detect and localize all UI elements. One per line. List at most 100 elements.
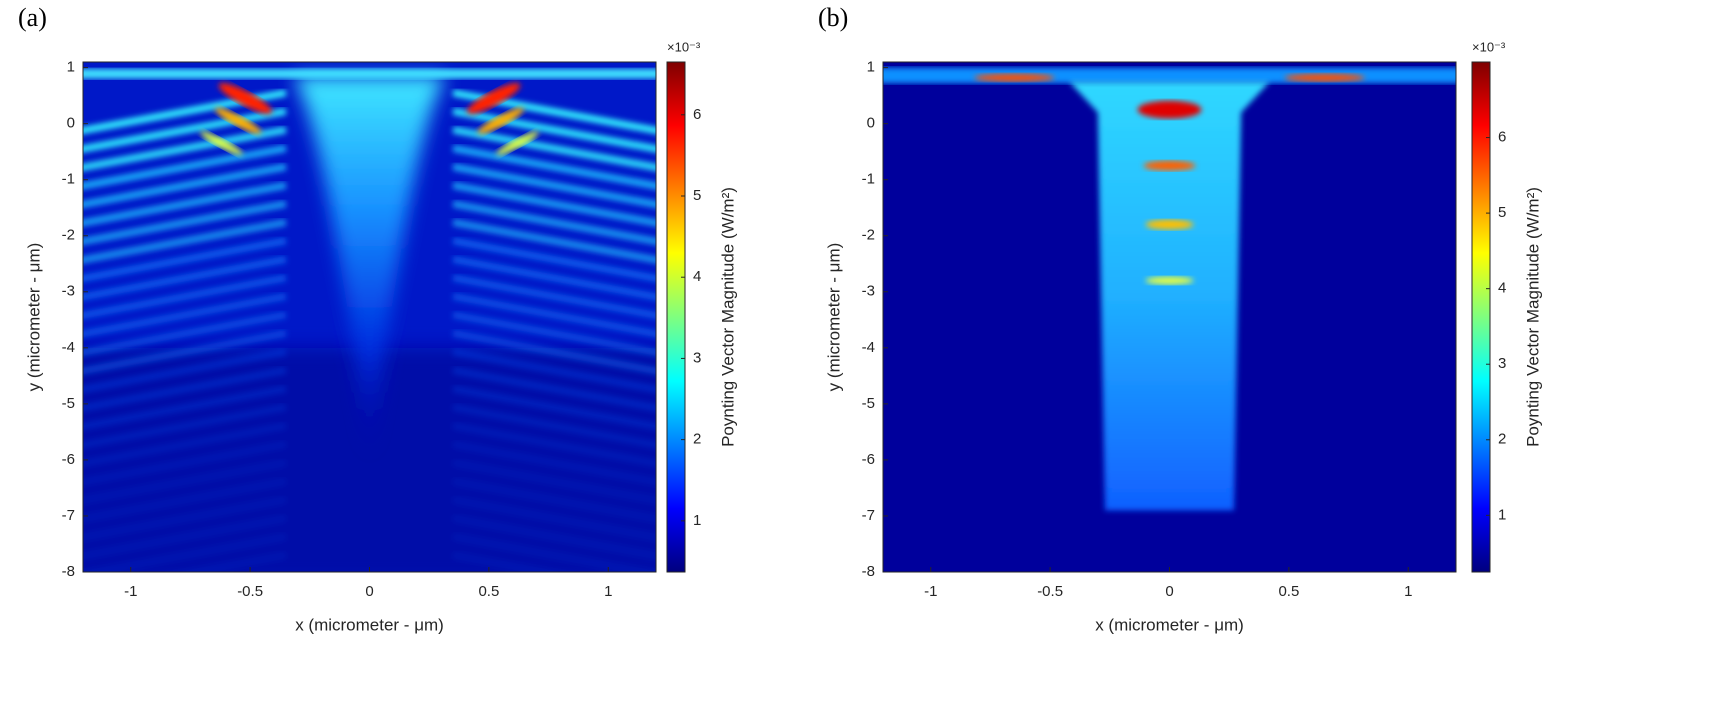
y-tick-label: -8 <box>862 563 875 580</box>
fringe <box>83 181 287 227</box>
y-tick-label: 1 <box>67 59 75 76</box>
y-tick-label: -5 <box>62 395 75 412</box>
fringe <box>452 218 656 264</box>
heatmap-field <box>883 62 1456 572</box>
hot-spot <box>466 83 521 114</box>
hot-spot <box>1145 219 1194 230</box>
fringe <box>83 126 287 171</box>
fringe <box>452 181 656 227</box>
y-tick-label: -5 <box>862 395 875 412</box>
hot-spot <box>1137 100 1202 119</box>
fringe <box>452 422 656 467</box>
fringe <box>452 329 656 375</box>
top-band <box>83 68 656 79</box>
fringe <box>452 144 656 190</box>
fringe <box>452 366 656 412</box>
y-tick-label: -3 <box>862 283 875 300</box>
y-tick-label: 0 <box>867 115 875 132</box>
fringe <box>452 292 656 338</box>
fringe <box>452 348 656 393</box>
colorbar-tick-label: 4 <box>693 268 701 285</box>
fringe <box>452 255 656 301</box>
x-tick-label: -0.5 <box>1037 583 1063 600</box>
y-tick-label: -4 <box>62 339 75 356</box>
colorbar-tick-label: 5 <box>1498 204 1506 221</box>
warm-spot <box>477 107 524 134</box>
y-tick-label: -1 <box>862 171 875 188</box>
y-tick-label: -7 <box>62 507 75 524</box>
colorbar-tick-label: 5 <box>693 187 701 204</box>
fringe <box>452 459 656 504</box>
colorbar-tick-label: 6 <box>1498 129 1506 146</box>
colorbar-tick-label: 6 <box>693 106 701 123</box>
fringe <box>452 107 656 153</box>
warm-spot <box>215 107 262 134</box>
hot-spot <box>1143 160 1196 171</box>
x-tick-label: 0 <box>1165 583 1173 600</box>
colorbar-tick-label: 2 <box>693 431 701 448</box>
beam <box>293 76 446 460</box>
fringe <box>83 403 287 449</box>
fringe <box>83 440 287 486</box>
fringe <box>452 274 656 319</box>
y-axis-label: y (micrometer - μm) <box>24 243 43 392</box>
fringe <box>83 274 287 319</box>
colorbar-tick-label: 1 <box>693 512 701 529</box>
panel-label: (a) <box>18 3 47 32</box>
hot-spot <box>218 83 273 114</box>
warm-spot <box>200 131 243 156</box>
colorbar-tick-label: 4 <box>1498 280 1506 297</box>
colorbar <box>666 61 686 573</box>
heatmap-field <box>83 62 656 572</box>
fringe <box>83 292 287 338</box>
fringe <box>83 311 287 356</box>
y-tick-label: -8 <box>62 563 75 580</box>
fringe <box>452 311 656 356</box>
y-tick-label: -6 <box>62 451 75 468</box>
colorbar-label: Poynting Vector Magnitude (W/m²) <box>718 187 737 447</box>
fringe <box>452 237 656 282</box>
colorbar-exponent: ×10⁻³ <box>1472 39 1506 54</box>
fringe <box>83 348 287 393</box>
y-tick-label: -6 <box>862 451 875 468</box>
y-tick-label: -3 <box>62 283 75 300</box>
fringe <box>452 551 563 572</box>
fringe <box>452 126 656 171</box>
warm-spot <box>496 131 539 156</box>
fringe <box>83 514 287 560</box>
fringe <box>83 163 287 208</box>
fringe <box>452 514 656 560</box>
fringe <box>452 200 656 245</box>
fringe <box>83 477 287 523</box>
fringe <box>176 551 287 572</box>
x-tick-label: 0.5 <box>478 583 499 600</box>
colorbar-exponent: ×10⁻³ <box>667 39 701 54</box>
fringe <box>83 459 287 504</box>
x-axis-label: x (micrometer - μm) <box>295 615 444 634</box>
x-tick-label: -1 <box>924 583 937 600</box>
fringe <box>83 200 287 245</box>
x-tick-label: 0.5 <box>1278 583 1299 600</box>
x-tick-label: 0 <box>365 583 373 600</box>
y-tick-label: 1 <box>867 59 875 76</box>
fringe <box>83 366 287 412</box>
colorbar-tick-label: 3 <box>1498 355 1506 372</box>
hot-spot <box>1145 276 1194 285</box>
y-tick-label: -7 <box>862 507 875 524</box>
fringe <box>452 440 656 486</box>
y-tick-label: -4 <box>862 339 875 356</box>
top-band <box>883 67 1456 84</box>
x-axis-label: x (micrometer - μm) <box>1095 615 1244 634</box>
fringe <box>83 255 287 301</box>
panel-label: (b) <box>818 3 848 32</box>
fringe <box>452 385 656 430</box>
fringe <box>83 496 287 541</box>
x-tick-label: -0.5 <box>237 583 263 600</box>
fringe <box>83 144 287 190</box>
x-tick-label: 1 <box>1404 583 1412 600</box>
y-axis-label: y (micrometer - μm) <box>824 243 843 392</box>
fringe <box>83 237 287 282</box>
x-tick-label: -1 <box>124 583 137 600</box>
fringe <box>452 496 656 541</box>
